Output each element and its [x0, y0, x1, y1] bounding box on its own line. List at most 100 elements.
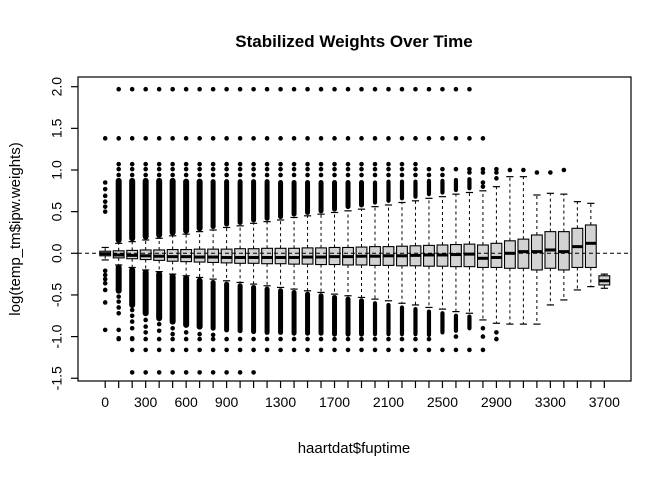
outlier-dot — [170, 136, 175, 141]
outlier-dot — [332, 86, 337, 92]
chart-title: Stabilized Weights Over Time — [235, 32, 472, 51]
outlier-dot — [480, 136, 486, 141]
outlier-dot — [156, 136, 162, 141]
outlier-dot — [264, 172, 270, 178]
outlier-dot — [183, 161, 189, 167]
outlier-dot — [129, 347, 135, 353]
outlier-dot — [183, 370, 189, 375]
boxplot-group-3500 — [571, 201, 584, 291]
outlier-dot — [480, 180, 486, 185]
outlier-dot — [102, 272, 108, 278]
outlier-dot — [278, 136, 283, 141]
outlier-dot — [237, 172, 243, 178]
outlier-dot — [116, 305, 121, 310]
outlier-dot — [210, 136, 216, 141]
y-tick-label: -0.5 — [49, 283, 65, 307]
outlier-dot — [453, 166, 459, 172]
outlier-dot — [102, 199, 108, 204]
boxplot-group-400 — [153, 237, 166, 273]
outlier-dot — [426, 347, 432, 353]
x-tick-label: 3300 — [535, 394, 566, 410]
outlier-dot — [372, 336, 378, 342]
outlier-dot — [102, 268, 108, 274]
outlier-dot — [102, 204, 108, 209]
outlier-dot — [291, 347, 297, 353]
outlier-dot — [426, 136, 432, 141]
outlier-dot — [372, 166, 378, 172]
outlier-dot — [494, 336, 499, 342]
outlier-dot — [264, 347, 270, 353]
outlier-dot — [278, 172, 283, 178]
y-tick-label: 2.0 — [49, 77, 65, 97]
outlier-dot — [386, 86, 391, 92]
outlier-dot — [264, 136, 270, 141]
outlier-dot — [467, 347, 472, 353]
outlier-dot — [291, 166, 297, 172]
outlier-dot — [183, 347, 189, 353]
outlier-dot — [534, 170, 540, 175]
outlier-dot — [237, 86, 243, 92]
outlier-dot — [251, 166, 256, 172]
boxplot-group-1300 — [274, 219, 287, 289]
outlier-dot — [345, 136, 351, 141]
boxplot-group-2600 — [449, 193, 462, 313]
outlier-dot — [291, 172, 297, 178]
outlier-dot — [143, 136, 148, 141]
boxplot-group-3100 — [517, 176, 530, 325]
boxplot-group-1200 — [261, 221, 274, 287]
outlier-dot — [440, 172, 445, 178]
outlier-dot — [480, 325, 486, 331]
outlier-dot — [170, 370, 175, 375]
outlier-dot — [170, 86, 175, 92]
boxplot-group-500 — [166, 235, 179, 275]
outlier-dot — [224, 161, 229, 167]
outlier-dot — [224, 336, 229, 342]
outlier-dot — [116, 161, 121, 167]
outlier-dot — [224, 166, 229, 172]
boxplot-group-1000 — [234, 225, 247, 284]
outlier-dot — [197, 331, 202, 337]
plot-frame — [77, 76, 632, 382]
x-tick-label: 1700 — [319, 394, 350, 410]
outlier-dot — [440, 136, 445, 141]
outlier-dot — [291, 136, 297, 141]
outlier-dot — [399, 347, 405, 353]
outlier-dot — [143, 86, 148, 92]
outlier-dot — [251, 370, 256, 375]
outlier-dot — [426, 166, 432, 172]
outlier-dot — [345, 86, 351, 92]
outlier-dot — [116, 166, 121, 172]
outlier-dot — [278, 336, 283, 342]
outlier-dot — [210, 166, 216, 172]
outlier-dot — [399, 86, 405, 92]
outlier-dot — [143, 370, 148, 375]
boxplot-group-3200 — [530, 194, 543, 325]
outlier-dot — [507, 167, 513, 173]
outlier-dot — [372, 161, 378, 167]
x-tick-label: 2900 — [481, 394, 512, 410]
outlier-dot — [332, 136, 337, 141]
boxplot-group-700 — [193, 231, 206, 279]
outlier-dot — [143, 161, 148, 167]
outlier-dot — [251, 172, 256, 178]
outlier-dot — [102, 300, 108, 305]
outlier-dot — [345, 336, 351, 342]
outlier-dot — [359, 86, 364, 92]
outlier-dot — [345, 172, 351, 178]
boxplot-group-2400 — [423, 197, 435, 309]
outlier-dot — [237, 370, 243, 375]
outlier-dot — [183, 166, 189, 172]
outlier-dot — [102, 327, 108, 333]
outlier-dot — [210, 86, 216, 92]
outlier-dot — [210, 161, 216, 167]
iqr-box — [490, 242, 503, 269]
outlier-dot — [453, 334, 459, 339]
outlier-dot — [318, 136, 324, 141]
outlier-dot — [359, 336, 364, 342]
outlier-dot — [156, 166, 162, 172]
outlier-dot — [413, 166, 418, 172]
outlier-dot — [440, 86, 445, 92]
boxplot-group-1900 — [355, 208, 368, 299]
x-tick-label: 1300 — [265, 394, 296, 410]
boxplot-group-2900 — [490, 186, 503, 324]
